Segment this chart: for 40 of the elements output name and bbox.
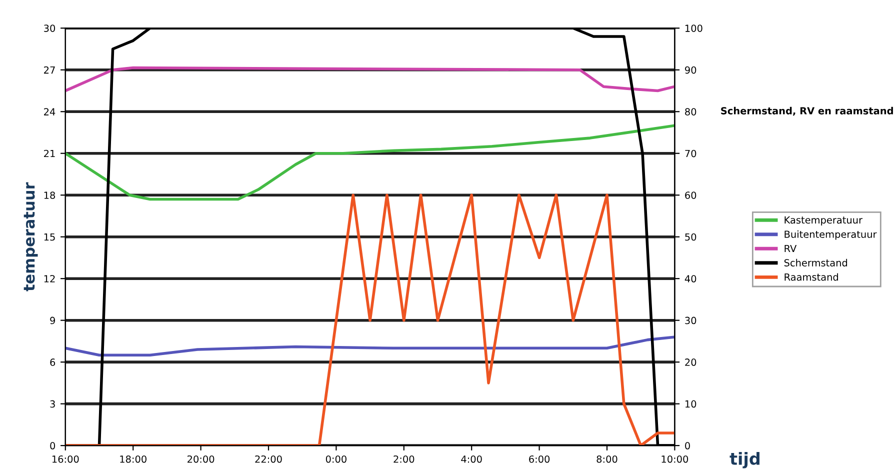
y-tick-label: 15	[44, 233, 55, 241]
y-tick-label: 24	[44, 108, 56, 116]
x-tick-label: 10:00	[662, 455, 688, 463]
legend-label: Kastemperatuur	[784, 216, 863, 226]
y2-tick-label: 70	[685, 150, 696, 158]
legend-label: RV	[784, 244, 797, 252]
legend-label: Buitentemperatuur	[784, 230, 877, 240]
x-tick-label: 4:00	[461, 455, 482, 463]
x-tick-label: 20:00	[188, 455, 214, 463]
y2-tick-label: 60	[685, 192, 696, 199]
y-tick-label: 27	[44, 66, 55, 74]
y2-tick-label: 0	[685, 442, 690, 450]
y2-tick-label: 40	[684, 275, 696, 282]
y2-tick-label: 80	[685, 108, 696, 116]
y-tick-label: 18	[44, 192, 56, 199]
y-tick-label: 30	[44, 24, 56, 32]
y-tick-label: 0	[50, 442, 56, 450]
y-tick-label: 6	[50, 358, 56, 366]
y2-axis-title: Schermstand, RV en raamstand	[721, 106, 893, 116]
x-tick-label: 2:00	[394, 455, 414, 463]
x-tick-label: 16:00	[52, 455, 79, 463]
y-axis-title: temperatuur	[24, 182, 38, 292]
x-axis-title: tijd	[730, 452, 760, 468]
y2-tick-label: 90	[685, 66, 696, 74]
x-tick-label: 22:00	[255, 455, 282, 463]
y2-tick-label: 20	[685, 358, 696, 366]
y-tick-label: 3	[50, 400, 55, 408]
x-tick-label: 8:00	[596, 455, 618, 463]
y2-tick-label: 30	[685, 316, 696, 324]
y2-tick-label: 50	[685, 233, 696, 241]
legend-label: Schermstand	[784, 258, 848, 266]
x-tick-label: 18:00	[120, 455, 146, 463]
x-tick-label: 6:00	[529, 455, 550, 463]
y2-tick-label: 10	[685, 400, 696, 408]
x-tick-label: 0:00	[326, 455, 346, 463]
y-tick-label: 9	[50, 316, 55, 324]
legend-label: Raamstand	[784, 273, 838, 281]
y-tick-label: 21	[44, 150, 55, 158]
y2-tick-label: 100	[685, 24, 702, 32]
y-tick-label: 12	[44, 275, 55, 282]
